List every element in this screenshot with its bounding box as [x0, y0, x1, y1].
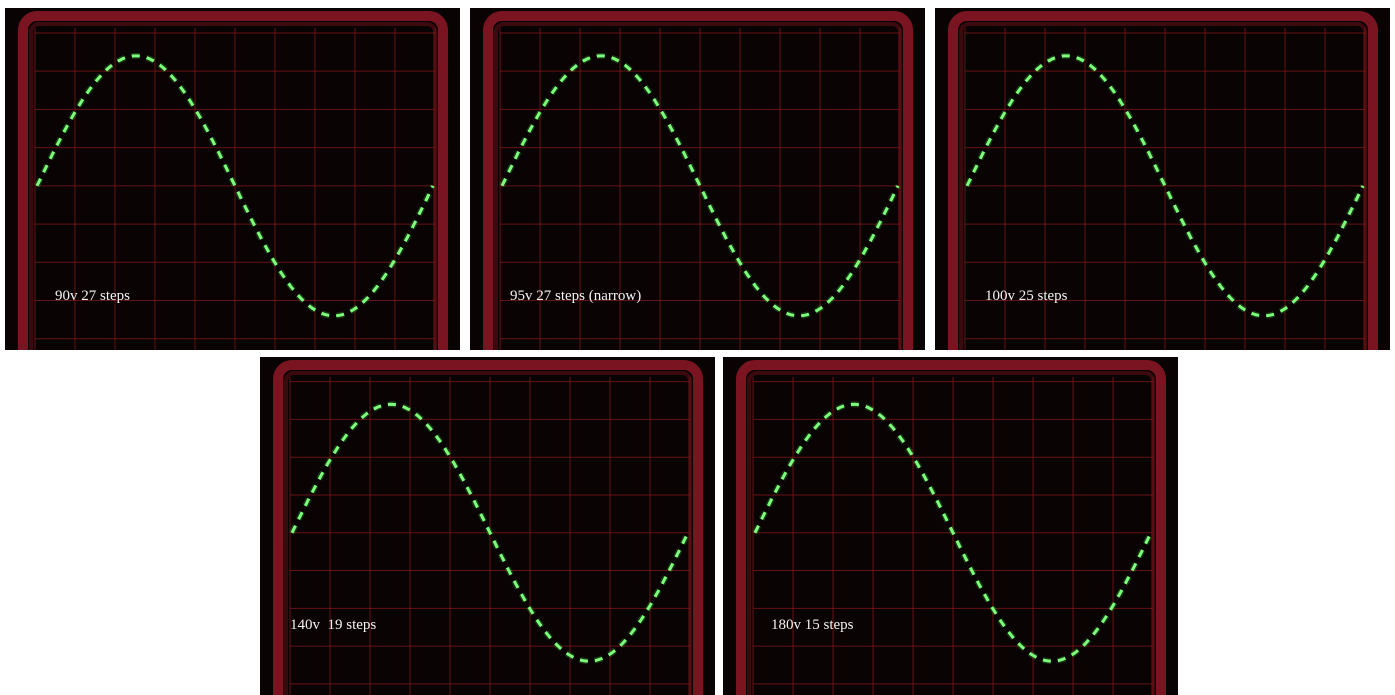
scope-photo: 90v 27 steps — [5, 8, 460, 350]
scope-photo: 180v 15 steps — [723, 357, 1178, 695]
scope-photo: 100v 25 steps — [935, 8, 1390, 350]
scope-screen — [260, 357, 715, 695]
caption: 90v 27 steps — [55, 288, 130, 305]
scope-photo: 140v 19 steps — [260, 357, 715, 695]
caption: 95v 27 steps (narrow) — [510, 288, 641, 305]
scope-screen — [723, 357, 1178, 695]
caption: 140v 19 steps — [290, 617, 376, 634]
page: 90v 27 steps 95v 27 steps (narrow) 100v 25… — [0, 0, 1395, 695]
scope-photo: 95v 27 steps (narrow) — [470, 8, 925, 350]
caption: 100v 25 steps — [985, 288, 1068, 305]
caption: 180v 15 steps — [771, 617, 854, 634]
